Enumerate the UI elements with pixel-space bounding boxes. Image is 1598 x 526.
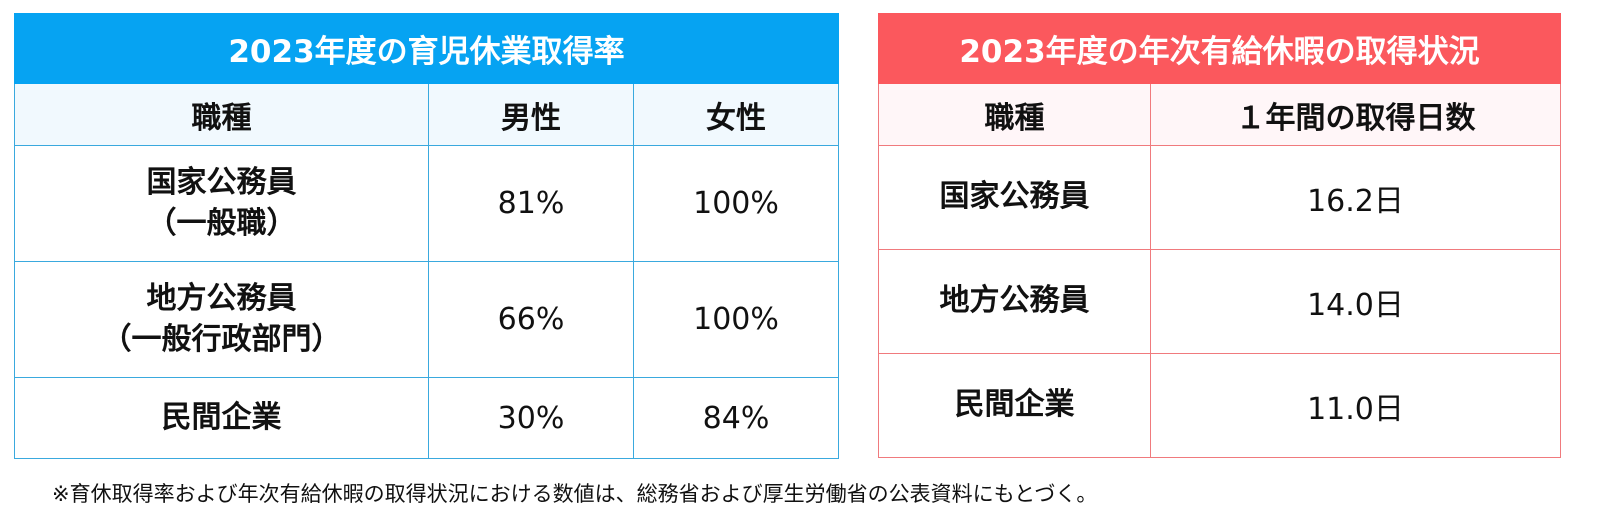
job-name: 民間企業 [161,399,282,435]
childcare-leave-table: 2023年度の育児休業取得率 職種 男性 女性 国家公務員 （一般職） 81% … [13,13,840,459]
male-rate: 30% [428,377,634,459]
job-name: 国家公務員 [878,145,1151,250]
male-rate: 81% [428,145,634,262]
header-days: １年間の取得日数 [1150,83,1561,146]
leave-days: 16.2日 [1150,145,1561,250]
footnote: ※育休取得率および年次有給休暇の取得状況における数値は、総務省および厚生労働省の… [52,482,1098,506]
header-female: 女性 [632,83,840,146]
table-row: 地方公務員 14.0日 [878,249,1561,354]
job-cell: 地方公務員 （一般行政部門） [14,261,429,378]
table-row: 民間企業 30% 84% [14,377,840,459]
job-cell: 国家公務員 （一般職） [14,145,429,262]
job-name: 国家公務員 [146,165,297,200]
job-name: 民間企業 [878,353,1151,458]
table-row: 民間企業 11.0日 [878,353,1561,458]
header-job: 職種 [14,83,429,146]
paid-leave-title: 2023年度の年次有給休暇の取得状況 [878,13,1561,84]
female-rate: 84% [632,377,840,459]
header-job: 職種 [878,83,1151,146]
job-subname: （一般行政部門） [101,321,342,357]
leave-days: 11.0日 [1150,353,1561,458]
childcare-leave-title: 2023年度の育児休業取得率 [13,13,840,84]
table-header-row: 職種 １年間の取得日数 [878,83,1561,146]
male-rate: 66% [428,261,634,378]
female-rate: 100% [632,261,840,378]
table-row: 地方公務員 （一般行政部門） 66% 100% [14,261,840,378]
job-subname: （一般職） [146,205,297,241]
paid-leave-table: 2023年度の年次有給休暇の取得状況 職種 １年間の取得日数 国家公務員 16.… [878,13,1561,458]
job-name: 地方公務員 [146,281,297,316]
leave-days: 14.0日 [1150,249,1561,354]
header-male: 男性 [428,83,634,146]
job-cell: 民間企業 [14,377,429,459]
table-header-row: 職種 男性 女性 [14,83,840,146]
table-row: 国家公務員 （一般職） 81% 100% [14,145,840,262]
female-rate: 100% [632,145,840,262]
job-name: 地方公務員 [878,249,1151,354]
table-row: 国家公務員 16.2日 [878,145,1561,250]
